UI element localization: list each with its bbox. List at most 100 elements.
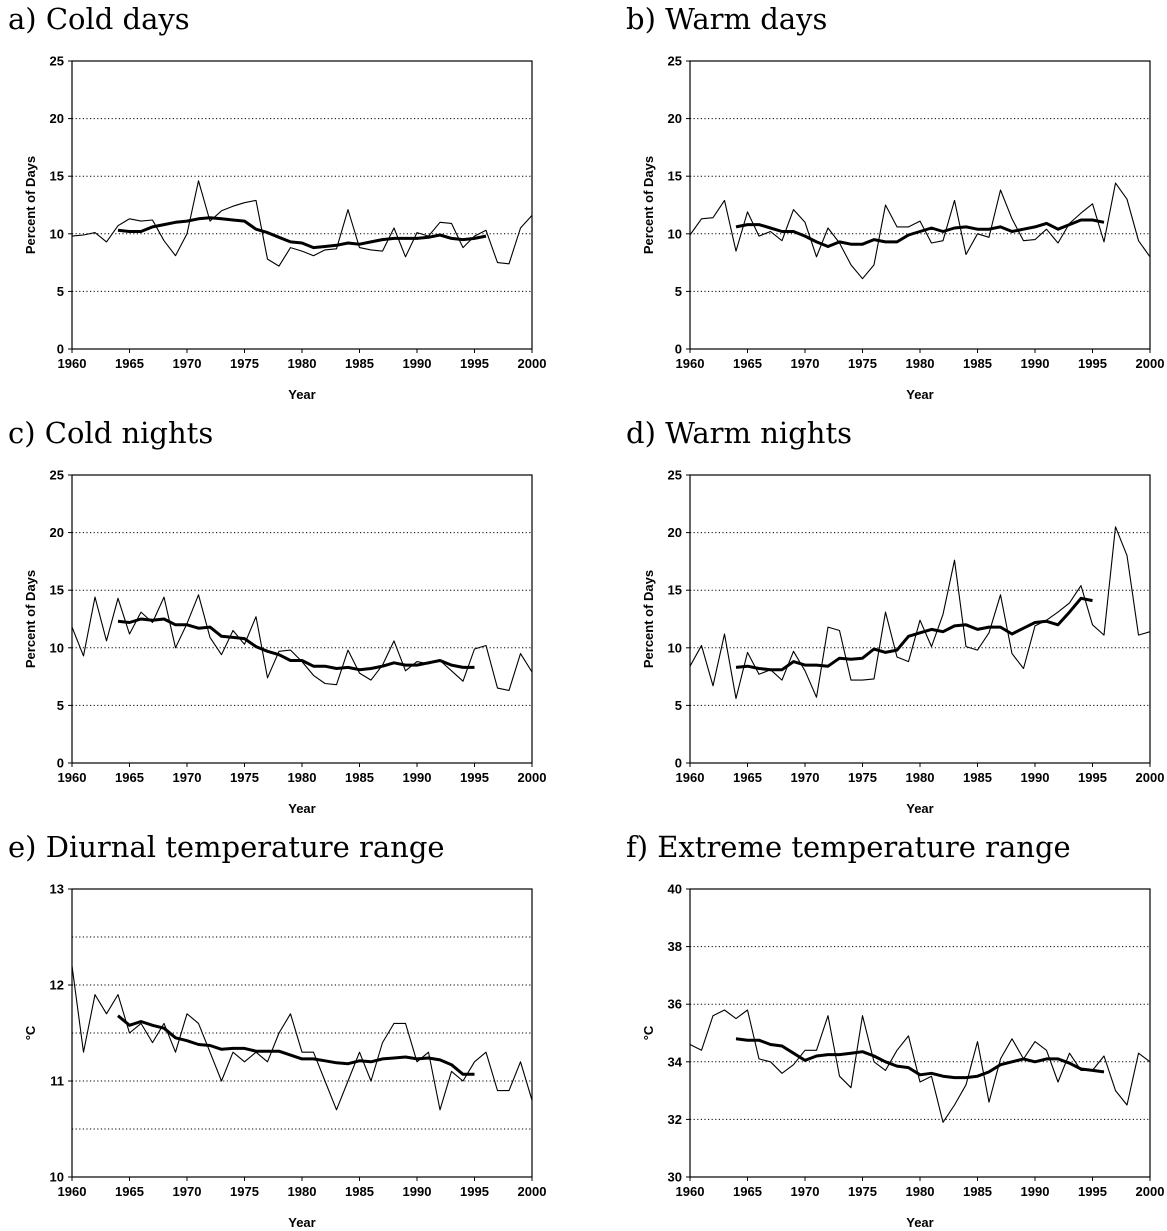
x-tick-label: 1970 [173,770,202,785]
chart-title-a: a) Cold days [8,2,190,36]
x-tick-label: 1960 [676,1184,705,1199]
x-tick-label: 1965 [115,356,144,371]
chart-b: 0 5 10 15 20 25 1960 1965 1970 1975 1980 1985 1990 19… [641,54,1165,403]
x-axis-label: Year [906,801,933,816]
y-tick-label: 10 [50,1170,64,1185]
x-tick-label: 1985 [345,1184,374,1199]
y-axis-label: Percent of Days [23,570,38,668]
x-tick-label: 1985 [963,356,992,371]
x-axis-label: Year [288,801,315,816]
x-tick-label: 1975 [848,1184,877,1199]
y-tick-label: 15 [668,583,682,598]
x-tick-label: 1990 [1021,1184,1050,1199]
y-tick-label: 38 [668,939,682,954]
x-tick-label: 1990 [1021,770,1050,785]
y-axis-label: °C [23,1025,38,1040]
y-tick-label: 20 [50,525,64,540]
x-tick-label: 2000 [1136,1184,1165,1199]
y-tick-label: 5 [675,284,682,299]
y-tick-label: 25 [668,468,682,483]
x-tick-label: 1995 [1078,770,1107,785]
series-line-annual [689,1009,1151,1123]
x-tick-label: 1990 [403,356,432,371]
y-tick-label: 32 [668,1112,682,1127]
x-tick-label: 2000 [1136,356,1165,371]
x-tick-label: 1970 [173,356,202,371]
chart-c: 0 5 10 15 20 25 1960 1965 1970 1975 1980 1985 1990 19… [23,468,547,817]
chart-e: 10 11 12 13 1960 1965 1970 1975 1980 1985 1990 1995… [23,882,547,1231]
x-tick-label: 1985 [345,356,374,371]
x-axis-label: Year [906,1215,933,1230]
x-tick-label: 1975 [230,770,259,785]
x-tick-label: 1985 [963,770,992,785]
y-tick-label: 25 [50,468,64,483]
series-line-annual [71,965,533,1111]
x-tick-label: 1995 [1078,1184,1107,1199]
x-tick-label: 1975 [848,770,877,785]
y-tick-label: 25 [50,54,64,69]
x-axis-label: Year [288,1215,315,1230]
series-line-annual [71,180,533,267]
x-tick-label: 1990 [403,1184,432,1199]
x-tick-label: 1960 [58,770,87,785]
y-tick-label: 30 [668,1170,682,1185]
x-tick-label: 1990 [1021,356,1050,371]
y-axis-label: °C [641,1025,656,1040]
y-tick-label: 10 [50,226,64,241]
x-tick-label: 1960 [676,356,705,371]
x-tick-label: 1980 [288,770,317,785]
y-tick-label: 0 [675,342,682,357]
x-tick-label: 2000 [518,1184,547,1199]
chart-a: 0 5 10 15 20 25 1960 1965 1970 1975 1980 1985 1990 19… [23,54,546,403]
y-tick-label: 10 [668,226,682,241]
x-tick-label: 2000 [1136,770,1165,785]
y-tick-label: 36 [668,997,682,1012]
chart-title-b: b) Warm days [626,2,828,36]
series-line-annual [689,182,1151,280]
y-axis-label: Percent of Days [23,156,38,254]
x-tick-label: 1975 [230,356,259,371]
y-tick-label: 5 [57,284,64,299]
x-tick-label: 1965 [733,356,762,371]
x-tick-label: 1985 [345,770,374,785]
x-tick-label: 1980 [906,1184,935,1199]
y-axis-label: Percent of Days [641,156,656,254]
y-tick-label: 13 [50,882,64,897]
x-tick-label: 1995 [1078,356,1107,371]
x-axis-label: Year [906,387,933,402]
x-tick-label: 1975 [848,356,877,371]
x-tick-label: 1965 [733,1184,762,1199]
x-tick-label: 2000 [518,770,547,785]
y-tick-label: 40 [668,882,682,897]
y-tick-label: 15 [50,169,64,184]
x-tick-label: 1965 [733,770,762,785]
x-tick-label: 1965 [115,770,144,785]
y-tick-label: 5 [675,698,682,713]
chart-title-d: d) Warm nights [626,416,852,450]
x-tick-label: 1980 [288,356,317,371]
plot-frame [71,60,533,350]
y-tick-label: 12 [50,978,64,993]
x-tick-label: 1960 [676,770,705,785]
y-tick-label: 20 [668,525,682,540]
y-tick-label: 0 [57,756,64,771]
y-tick-label: 10 [668,640,682,655]
x-tick-label: 1995 [460,770,489,785]
y-tick-label: 5 [57,698,64,713]
y-tick-label: 15 [50,583,64,598]
y-tick-label: 34 [668,1054,683,1069]
x-tick-label: 1970 [791,770,820,785]
x-tick-label: 1970 [173,1184,202,1199]
x-tick-label: 1980 [288,1184,317,1199]
y-tick-label: 10 [50,640,64,655]
series-line-smoothed [117,216,487,250]
series-line-smoothed [735,596,1093,672]
x-tick-label: 1960 [58,356,87,371]
chart-title-c: c) Cold nights [8,416,214,450]
plot-frame [689,60,1151,350]
x-tick-label: 1970 [791,356,820,371]
x-tick-label: 1970 [791,1184,820,1199]
plot-frame [689,888,1151,1178]
x-tick-label: 1980 [906,770,935,785]
y-tick-label: 0 [57,342,64,357]
